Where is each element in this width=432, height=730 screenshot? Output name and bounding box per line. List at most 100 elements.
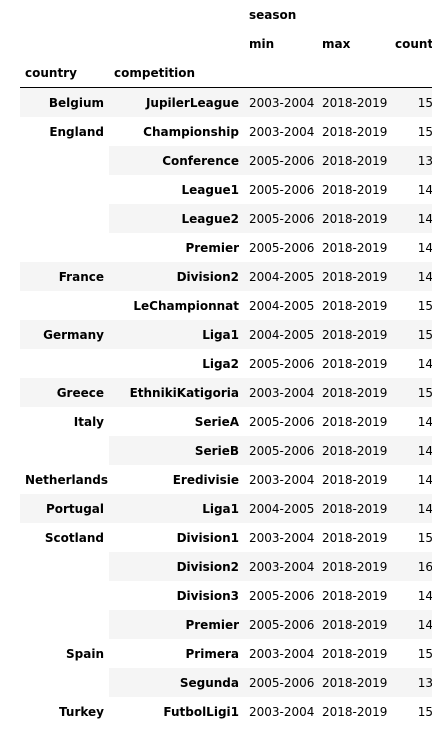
- header-empty-cell: [317, 58, 390, 88]
- season-min-cell: 2005-2006: [249, 675, 315, 690]
- table-row: League2 2005-2006 2018-2019 14: [20, 204, 432, 233]
- table-row: Division2 2003-2004 2018-2019 16: [20, 552, 432, 581]
- table-row: Germany Liga1 2004-2005 2018-2019 15: [20, 320, 432, 349]
- season-min-cell: 2005-2006: [249, 240, 315, 255]
- competition-index-cell: SerieA: [194, 414, 239, 429]
- index-header-country: country: [20, 58, 109, 88]
- competition-index-cell: Primera: [185, 646, 239, 661]
- season-max-cell: 2018-2019: [322, 298, 388, 313]
- season-max-cell: 2018-2019: [322, 704, 388, 719]
- country-index-cell: Netherlands: [25, 472, 109, 487]
- season-max-cell: 2018-2019: [322, 501, 388, 516]
- season-min-cell: 2003-2004: [249, 704, 315, 719]
- season-count-cell: 14: [417, 588, 432, 603]
- table-row: Segunda 2005-2006 2018-2019 13: [20, 668, 432, 697]
- country-index-cell: [20, 204, 109, 233]
- competition-index-cell: Eredivisie: [172, 472, 239, 487]
- competition-index-cell: Premier: [185, 240, 239, 255]
- table-row: France Division2 2004-2005 2018-2019 14: [20, 262, 432, 291]
- season-min-cell: 2003-2004: [249, 559, 315, 574]
- season-max-cell: 2018-2019: [322, 472, 388, 487]
- season-count-cell: 15: [417, 646, 432, 661]
- column-header-count: count: [395, 36, 432, 51]
- season-min-cell: 2003-2004: [249, 530, 315, 545]
- country-index-cell: [20, 291, 109, 320]
- season-min-cell: 2005-2006: [249, 182, 315, 197]
- season-min-cell: 2005-2006: [249, 153, 315, 168]
- competition-index-cell: Championship: [143, 124, 239, 139]
- competition-index-cell: Segunda: [179, 675, 239, 690]
- season-max-cell: 2018-2019: [322, 356, 388, 371]
- header-row-group: season: [20, 0, 432, 29]
- competition-index-cell: JupilerLeague: [145, 95, 239, 110]
- country-index-cell: Scotland: [44, 530, 104, 545]
- competition-index-cell: Division1: [176, 530, 239, 545]
- country-index-cell: Italy: [73, 414, 104, 429]
- season-count-cell: 15: [417, 530, 432, 545]
- season-max-cell: 2018-2019: [322, 530, 388, 545]
- season-min-cell: 2005-2006: [249, 414, 315, 429]
- season-max-cell: 2018-2019: [322, 675, 388, 690]
- season-min-cell: 2005-2006: [249, 356, 315, 371]
- header-empty-cell: [109, 0, 244, 29]
- season-min-cell: 2003-2004: [249, 124, 315, 139]
- table-row: Greece EthnikiKatigoria 2003-2004 2018-2019…: [20, 378, 432, 407]
- table-row: Portugal Liga1 2004-2005 2018-2019 14: [20, 494, 432, 523]
- competition-index-cell: Conference: [162, 153, 239, 168]
- header-empty-cell: [244, 58, 317, 88]
- season-max-cell: 2018-2019: [322, 182, 388, 197]
- table-row: Scotland Division1 2003-2004 2018-2019 15: [20, 523, 432, 552]
- table-row: England Championship 2003-2004 2018-2019 15: [20, 117, 432, 146]
- table-row: League1 2005-2006 2018-2019 14: [20, 175, 432, 204]
- table-row: Netherlands Eredivisie 2003-2004 2018-2019 1…: [20, 465, 432, 494]
- season-count-cell: 14: [417, 617, 432, 632]
- season-max-cell: 2018-2019: [322, 617, 388, 632]
- index-header-competition: competition: [109, 58, 244, 88]
- dataframe-output: season min max count country competition…: [20, 0, 432, 726]
- table-row: Premier 2005-2006 2018-2019 14: [20, 610, 432, 639]
- table-row: Belgium JupilerLeague 2003-2004 2018-2019 15: [20, 87, 432, 117]
- country-index-cell: [20, 610, 109, 639]
- season-max-cell: 2018-2019: [322, 385, 388, 400]
- country-index-cell: [20, 233, 109, 262]
- season-min-cell: 2003-2004: [249, 472, 315, 487]
- country-index-cell: France: [58, 269, 104, 284]
- season-count-cell: 16: [417, 559, 432, 574]
- table-header: season min max count country competition: [20, 0, 432, 88]
- column-header-min: min: [249, 36, 275, 51]
- country-index-cell: [20, 175, 109, 204]
- season-min-cell: 2005-2006: [249, 588, 315, 603]
- country-index-cell: [20, 668, 109, 697]
- season-count-cell: 15: [417, 327, 432, 342]
- season-max-cell: 2018-2019: [322, 588, 388, 603]
- season-min-cell: 2005-2006: [249, 211, 315, 226]
- competition-index-cell: Liga1: [202, 327, 239, 342]
- table-body: Belgium JupilerLeague 2003-2004 2018-2019 15…: [20, 87, 432, 726]
- header-empty-cell: [20, 29, 109, 58]
- header-empty-cell: [390, 58, 432, 88]
- season-max-cell: 2018-2019: [322, 646, 388, 661]
- season-count-cell: 14: [417, 501, 432, 516]
- season-count-cell: 13: [417, 153, 432, 168]
- competition-index-cell: EthnikiKatigoria: [129, 385, 239, 400]
- competition-index-cell: Liga2: [202, 356, 239, 371]
- season-count-cell: 15: [417, 385, 432, 400]
- season-min-cell: 2005-2006: [249, 443, 315, 458]
- competition-index-cell: SerieB: [194, 443, 239, 458]
- season-max-cell: 2018-2019: [322, 327, 388, 342]
- country-index-cell: [20, 349, 109, 378]
- season-count-cell: 15: [417, 95, 432, 110]
- season-max-cell: 2018-2019: [322, 443, 388, 458]
- season-count-cell: 15: [417, 298, 432, 313]
- season-count-cell: 14: [417, 443, 432, 458]
- competition-index-cell: Division3: [176, 588, 239, 603]
- header-row-index: country competition: [20, 58, 432, 88]
- country-index-cell: Germany: [43, 327, 104, 342]
- table-row: SerieB 2005-2006 2018-2019 14: [20, 436, 432, 465]
- season-min-cell: 2004-2005: [249, 327, 315, 342]
- season-min-cell: 2004-2005: [249, 501, 315, 516]
- season-max-cell: 2018-2019: [322, 95, 388, 110]
- season-count-cell: 14: [417, 269, 432, 284]
- country-index-cell: [20, 581, 109, 610]
- table-row: Premier 2005-2006 2018-2019 14: [20, 233, 432, 262]
